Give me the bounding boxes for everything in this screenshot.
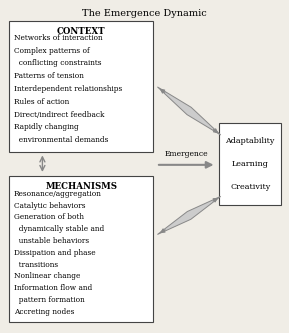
Text: conflicting constraints: conflicting constraints	[14, 59, 101, 67]
Text: Learning: Learning	[232, 160, 269, 168]
Text: pattern formation: pattern formation	[14, 296, 84, 304]
Text: Complex patterns of: Complex patterns of	[14, 47, 89, 55]
Text: Creativity: Creativity	[230, 183, 270, 191]
FancyBboxPatch shape	[219, 124, 281, 205]
Text: Networks of interaction: Networks of interaction	[14, 34, 102, 42]
Text: CONTEXT: CONTEXT	[57, 27, 105, 36]
Text: Rules of action: Rules of action	[14, 98, 69, 106]
Text: The Emergence Dynamic: The Emergence Dynamic	[82, 9, 207, 18]
Text: Accreting nodes: Accreting nodes	[14, 308, 74, 316]
Text: Generation of both: Generation of both	[14, 213, 84, 221]
Text: Dissipation and phase: Dissipation and phase	[14, 249, 95, 257]
Text: Adaptability: Adaptability	[225, 137, 275, 145]
Text: Interdependent relationships: Interdependent relationships	[14, 85, 122, 93]
Text: Catalytic behaviors: Catalytic behaviors	[14, 201, 85, 209]
FancyBboxPatch shape	[9, 21, 153, 152]
Text: Rapidly changing: Rapidly changing	[14, 123, 78, 131]
Text: unstable behaviors: unstable behaviors	[14, 237, 89, 245]
Text: Patterns of tension: Patterns of tension	[14, 72, 84, 80]
Text: Direct/indirect feedback: Direct/indirect feedback	[14, 111, 104, 119]
Text: Resonance/aggregation: Resonance/aggregation	[14, 190, 101, 198]
Polygon shape	[158, 87, 221, 135]
Text: Information flow and: Information flow and	[14, 284, 92, 292]
Text: Nonlinear change: Nonlinear change	[14, 272, 80, 280]
Polygon shape	[158, 196, 221, 234]
Text: environmental demands: environmental demands	[14, 136, 108, 144]
Text: dynamically stable and: dynamically stable and	[14, 225, 104, 233]
Text: transitions: transitions	[14, 261, 58, 269]
FancyBboxPatch shape	[9, 176, 153, 322]
Text: MECHANISMS: MECHANISMS	[45, 182, 117, 191]
Text: Emergence: Emergence	[164, 150, 208, 158]
